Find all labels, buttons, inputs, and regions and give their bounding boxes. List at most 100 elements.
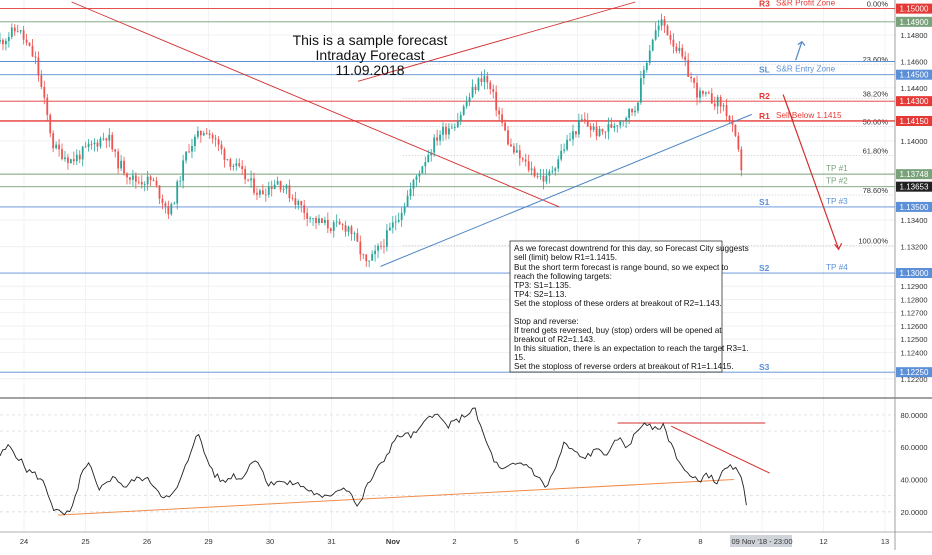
candle-body	[551, 170, 554, 172]
candle-body	[542, 175, 545, 182]
price-tag: 1.13653	[900, 183, 929, 192]
candle-body	[173, 203, 176, 205]
candle-body	[462, 106, 465, 115]
candle-body	[129, 177, 131, 180]
candle-body	[202, 133, 205, 136]
candle-body	[734, 124, 737, 136]
candle-body	[501, 114, 503, 123]
candle-body	[640, 78, 642, 103]
candle-body	[589, 126, 592, 130]
candle-body	[445, 127, 447, 135]
title-line-2: Intraday Forecast	[316, 47, 425, 63]
note-line: Set the stoploss of these orders at brea…	[514, 299, 722, 308]
candle-body	[598, 128, 601, 137]
candle-body	[495, 91, 498, 111]
note-line: As we forecast downtrend for this day, s…	[514, 244, 749, 253]
candle-body	[114, 149, 117, 152]
price-tag-bg	[896, 169, 932, 180]
candle-body	[560, 150, 563, 160]
candle-body	[69, 159, 72, 164]
candle-body	[341, 224, 344, 226]
candle-body	[102, 138, 105, 140]
candle-body	[681, 47, 684, 57]
rsi-grid	[0, 414, 895, 513]
level-label-r1: R1	[759, 111, 770, 121]
fib-label: 38.20%	[863, 90, 889, 99]
candle-body	[400, 212, 403, 220]
candle-body	[152, 180, 155, 181]
time-tick: 8	[698, 537, 702, 546]
candle-body	[282, 188, 285, 190]
trendline-down	[71, 1, 560, 208]
candle-body	[194, 136, 196, 146]
candle-body	[368, 260, 371, 262]
candle-body	[424, 162, 427, 167]
candle-body	[728, 116, 731, 122]
candle-body	[285, 185, 288, 189]
candle-body	[365, 254, 368, 262]
forecast-note: As we forecast downtrend for this day, s…	[509, 240, 749, 373]
candle-body	[264, 194, 267, 196]
time-cursor-label: 09 Nov '18 - 23:00	[731, 537, 792, 546]
candle-body	[492, 89, 495, 92]
candle-body	[471, 86, 474, 98]
candle-body	[569, 139, 571, 141]
candle-body	[167, 206, 170, 215]
candle-body	[377, 245, 379, 251]
candle-body	[182, 160, 185, 181]
candle-body	[235, 163, 238, 166]
candle-body	[637, 102, 639, 111]
candle-body	[406, 195, 409, 207]
level-note-s2: TP #4	[826, 263, 848, 272]
candle-body	[52, 133, 55, 149]
note-line: If trend gets reversed, buy (stop) order…	[514, 326, 722, 335]
price-tick: 1.12700	[900, 309, 927, 318]
candle-body	[176, 181, 179, 204]
candle-body	[719, 97, 722, 107]
candle-body	[483, 76, 486, 83]
candle-body	[158, 185, 161, 199]
time-tick: 2	[452, 537, 456, 546]
level-note-r3: S&R Profit Zone	[776, 0, 836, 8]
candle-body	[442, 127, 444, 135]
candle-body	[663, 19, 666, 26]
candle-body	[371, 254, 374, 261]
price-tag-bg	[896, 115, 932, 126]
arrowhead-down	[834, 242, 843, 251]
candle-body	[99, 138, 102, 147]
note-line: TP4: S2=1.13.	[514, 290, 567, 299]
candle-body	[628, 108, 630, 118]
candle-body	[123, 160, 125, 174]
candle-body	[43, 86, 46, 98]
candle-body	[220, 144, 223, 150]
candle-body	[208, 133, 211, 135]
candle-body	[725, 105, 728, 117]
price-tick: 1.14400	[900, 84, 927, 93]
candle-body	[580, 119, 583, 121]
note-line: 15.	[514, 353, 525, 362]
candle-body	[669, 35, 672, 40]
fib-label: 100.00%	[858, 236, 888, 245]
candle-body	[120, 160, 122, 169]
candle-body	[37, 57, 40, 76]
candle-body	[256, 192, 258, 195]
time-cursor-bg	[730, 535, 792, 547]
candle-body	[430, 152, 433, 156]
candle-body	[223, 149, 226, 160]
candle-body	[111, 134, 114, 150]
candle-body	[105, 138, 108, 141]
level-note-r1: Sell Below 1.1415	[776, 111, 842, 120]
note-line: Stop and reverse:	[514, 317, 579, 326]
candle-body	[205, 133, 208, 134]
candle-body	[672, 39, 675, 47]
candle-body	[238, 163, 241, 166]
candle-body	[46, 97, 49, 115]
candle-body	[513, 146, 515, 153]
time-tick: 13	[881, 537, 889, 546]
candle-body	[188, 151, 190, 153]
candle-body	[391, 222, 394, 228]
candle-body	[226, 159, 229, 161]
candle-body	[90, 143, 93, 145]
candle-body	[415, 176, 418, 180]
